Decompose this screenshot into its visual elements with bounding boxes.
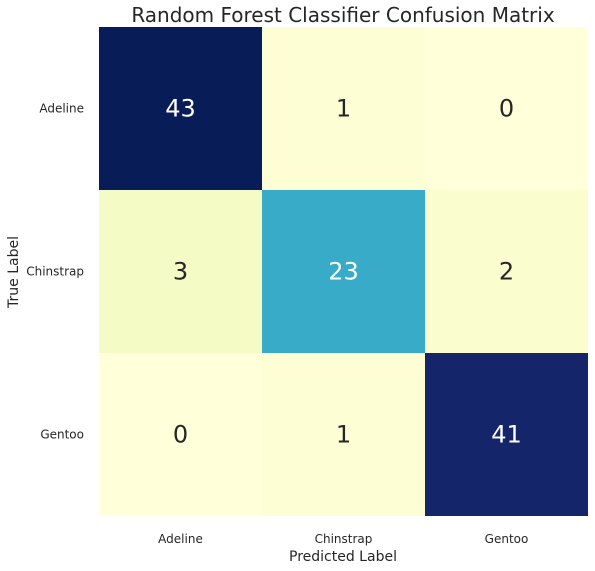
cell-value-label: 0 [499, 95, 514, 123]
chart-title: Random Forest Classifier Confusion Matri… [131, 3, 555, 27]
y-axis-label: True Label [6, 236, 22, 309]
x-axis-label: Predicted Label [289, 549, 397, 565]
cell-value-label: 23 [328, 258, 359, 286]
x-tick-label: Adeline [158, 532, 203, 546]
cell-value-label: 1 [336, 95, 351, 123]
heatmap-cell [425, 190, 588, 353]
cell-value-label: 0 [173, 421, 188, 449]
y-tick-label: Adeline [39, 102, 84, 116]
heatmap-cell [262, 27, 425, 190]
cell-value-label: 2 [499, 258, 514, 286]
cell-value-label: 3 [173, 258, 188, 286]
cell-value-label: 43 [165, 95, 196, 123]
heatmap-cell [425, 353, 588, 516]
x-tick-label: Chinstrap [315, 532, 373, 546]
heatmap-cell [99, 190, 262, 353]
y-tick-label: Gentoo [40, 428, 84, 442]
heatmap-cell [425, 27, 588, 190]
y-tick-label: Chinstrap [26, 265, 84, 279]
heatmap-cell [262, 190, 425, 353]
heatmap-cell [99, 27, 262, 190]
heatmap-cell [262, 353, 425, 516]
cell-value-label: 1 [336, 421, 351, 449]
cell-value-label: 41 [491, 421, 522, 449]
x-tick-label: Gentoo [485, 532, 529, 546]
heatmap-cell [99, 353, 262, 516]
